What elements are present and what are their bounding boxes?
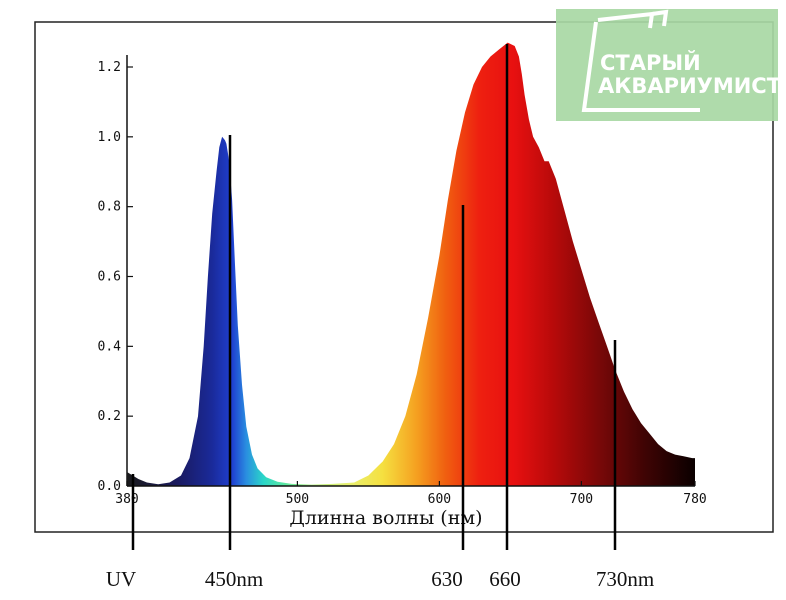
- marker-label-uv: UV: [106, 567, 136, 591]
- x-tick-label: 600: [428, 492, 451, 507]
- x-tick-label: 380: [115, 492, 138, 507]
- x-tick-label: 500: [286, 492, 309, 507]
- y-tick-label: 0.4: [98, 339, 122, 354]
- plot-frame: [34, 21, 774, 533]
- y-tick-label: 0.0: [98, 479, 121, 494]
- watermark-line2: АКВАРИУМИСТ: [598, 74, 782, 98]
- marker-label-730nm: 730nm: [596, 567, 654, 591]
- marker-label-450nm: 450nm: [205, 567, 263, 591]
- x-tick-label: 700: [570, 492, 593, 507]
- y-ticks: 0.0 0.2 0.4 0.6 0.8 1.0 1.2: [98, 60, 133, 494]
- y-tick-label: 0.8: [98, 200, 121, 215]
- monitor-icon: [581, 9, 700, 112]
- marker-label-660: 660: [489, 567, 521, 591]
- spectrum-area: [127, 42, 695, 486]
- watermark-logo: СТАРЫЙ АКВАРИУМИСТ: [556, 9, 782, 121]
- x-axis-title: Длинна волны (нм): [289, 507, 482, 529]
- y-tick-label: 0.6: [98, 270, 121, 285]
- y-tick-label: 0.2: [98, 409, 121, 424]
- y-tick-label: 1.0: [98, 130, 121, 145]
- x-tick-label: 780: [683, 492, 706, 507]
- marker-label-630: 630: [431, 567, 463, 591]
- y-tick-label: 1.2: [98, 60, 121, 75]
- wavelength-markers: UV 450nm 630 660 730nm: [106, 44, 654, 591]
- watermark-line1: СТАРЫЙ: [600, 50, 701, 75]
